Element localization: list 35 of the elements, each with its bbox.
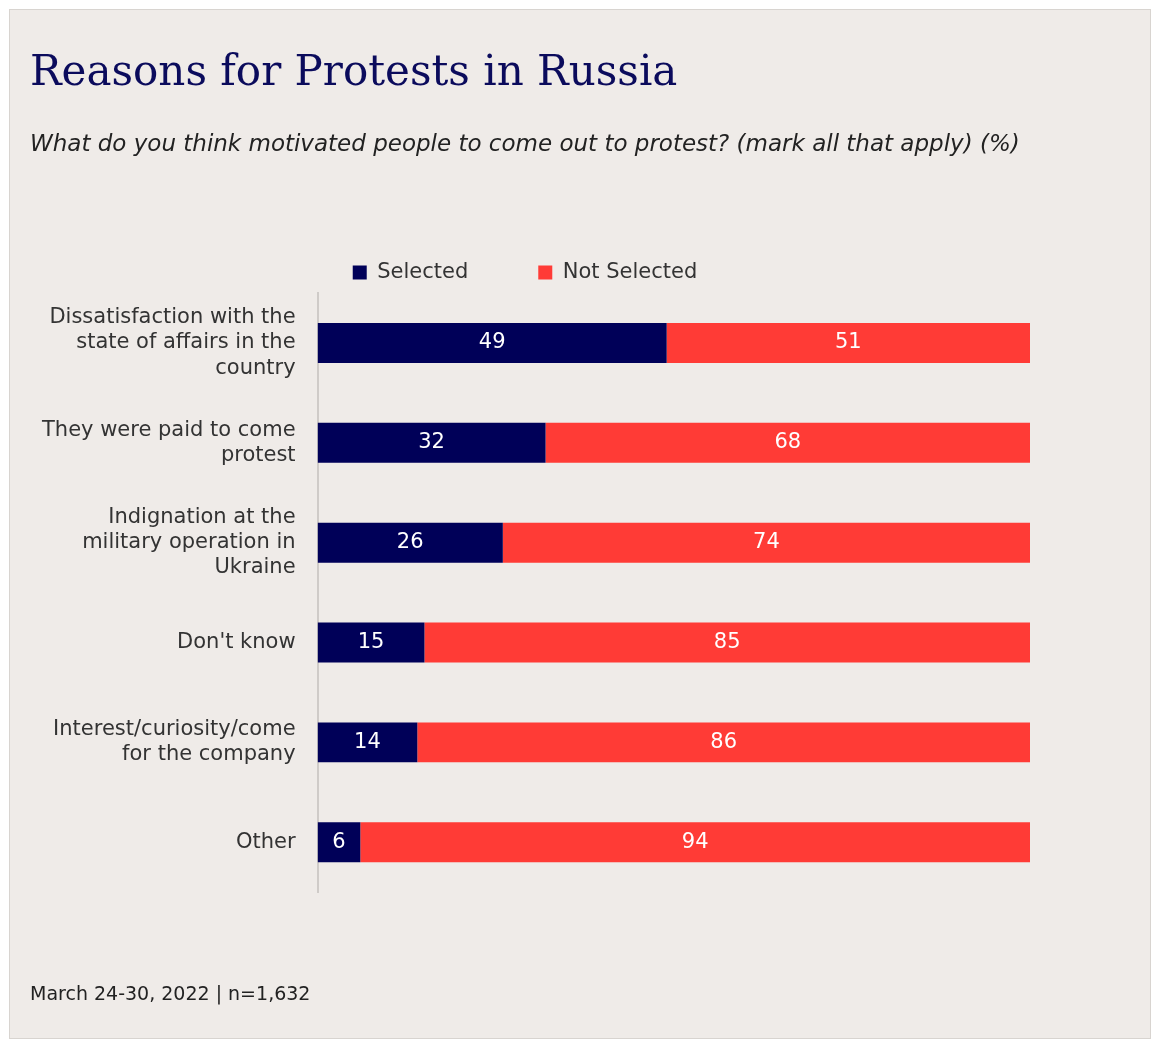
bar xyxy=(360,822,1030,863)
data-label: 86 xyxy=(710,728,738,753)
bar xyxy=(317,722,418,763)
bar xyxy=(424,622,1030,663)
data-label: 94 xyxy=(681,828,709,853)
bar xyxy=(317,622,425,663)
bar xyxy=(317,822,361,863)
data-label: 15 xyxy=(357,628,385,653)
y-tick-label: Other xyxy=(235,828,296,853)
bar xyxy=(502,522,1030,563)
y-tick-label: They were paid to come protest xyxy=(41,416,296,466)
y-tick-label: Interest/curiosity/come for the company xyxy=(53,716,296,766)
data-label: 32 xyxy=(418,429,445,454)
data-label: 14 xyxy=(354,728,381,753)
data-label: 85 xyxy=(713,628,741,653)
bar xyxy=(317,522,503,563)
y-tick-label: Don't know xyxy=(177,628,296,653)
bar xyxy=(317,322,667,363)
bar xyxy=(545,422,1030,463)
data-label: 51 xyxy=(834,329,862,354)
bar xyxy=(317,422,546,463)
text: March 24-30, 2022 | n=1,632 xyxy=(30,982,311,1004)
data-label: 26 xyxy=(396,529,424,554)
data-label: 74 xyxy=(753,529,780,554)
y-tick-label: Indignation at the military operation in Ukraine xyxy=(82,503,296,579)
data-label: 68 xyxy=(774,429,802,454)
bar xyxy=(666,322,1030,363)
chart-subtitle: What do you think motivated people to come out to protest? (mark all that apply) (%) xyxy=(30,129,1021,158)
data-label: 49 xyxy=(478,329,506,354)
chart-title: Reasons for Protests in Russia xyxy=(30,46,678,95)
data-label: 6 xyxy=(332,828,346,853)
y-tick-label: Dissatisfaction with the state of affairs in the country xyxy=(49,304,296,379)
legend-label: Not Selected xyxy=(562,258,698,283)
legend-label: Selected xyxy=(377,258,469,283)
bar xyxy=(417,722,1030,763)
